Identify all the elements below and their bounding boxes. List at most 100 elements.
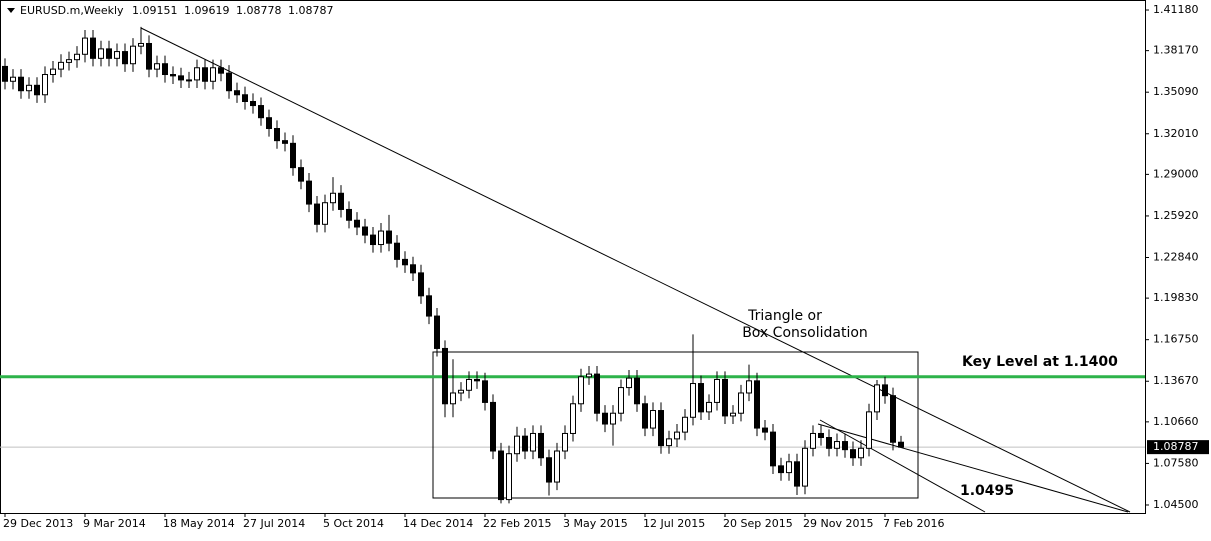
candle-body [834, 441, 840, 449]
candle-body [898, 441, 904, 448]
candle-body [418, 272, 424, 297]
candle-body [58, 61, 64, 70]
y-tick-label: 1.38170 [1153, 44, 1199, 57]
candle-body [258, 105, 264, 119]
candle-body [122, 51, 128, 65]
y-tick-label: 1.22840 [1153, 251, 1199, 264]
candle-body [82, 37, 88, 55]
y-tick-label: 1.35090 [1153, 85, 1199, 98]
candle-body [434, 315, 440, 349]
annotation: Triangle or [747, 308, 822, 324]
collapse-icon [7, 8, 15, 13]
candle-body [786, 461, 792, 474]
x-tick-label: 7 Feb 2016 [883, 517, 944, 530]
candle-body [458, 389, 464, 394]
candle-body [114, 51, 120, 59]
candle-body [2, 65, 8, 82]
candle-body [378, 230, 384, 246]
header-close: 1.08787 [288, 4, 334, 17]
x-tick-label: 29 Dec 2013 [3, 517, 73, 530]
x-tick-label: 29 Nov 2015 [803, 517, 873, 530]
candle-body [866, 411, 872, 449]
annotation: 1.0495 [960, 483, 1014, 499]
candle-body [626, 377, 632, 389]
candle-body [530, 432, 536, 452]
candle-body [162, 63, 168, 76]
x-tick-label: 14 Dec 2014 [403, 517, 473, 530]
candle-body [690, 383, 696, 418]
candle-body [594, 373, 600, 414]
candle-body [362, 226, 368, 236]
candle-body [722, 378, 728, 417]
candle-body [138, 42, 144, 47]
annotation: Key Level at 1.1400 [962, 354, 1118, 370]
x-tick-label: 3 May 2015 [563, 517, 628, 530]
candle-body [650, 410, 656, 429]
candle-body [562, 432, 568, 452]
candle-body [90, 37, 96, 59]
candle-body [890, 395, 896, 443]
candle-body [754, 380, 760, 429]
y-tick-label: 1.19830 [1153, 291, 1199, 304]
candle-body [130, 45, 136, 65]
candle-body [506, 453, 512, 501]
candle-body [682, 416, 688, 433]
candle-body [802, 447, 808, 487]
candle-body [170, 74, 176, 77]
candle-body [346, 208, 352, 221]
candle-body [34, 84, 40, 96]
candle-body [794, 461, 800, 487]
candle-body [146, 42, 152, 70]
y-tick-label: 1.07580 [1153, 456, 1199, 469]
candle-body [370, 234, 376, 246]
y-tick-label: 1.13670 [1153, 374, 1199, 387]
candle-body [706, 401, 712, 413]
y-tick-label: 1.25920 [1153, 209, 1199, 222]
candle-body [10, 76, 16, 82]
candle-body [610, 412, 616, 425]
candle-body [850, 449, 856, 459]
candle-body [522, 435, 528, 452]
candle-body [666, 438, 672, 447]
candle-body [602, 412, 608, 425]
header-low: 1.08778 [236, 4, 282, 17]
candle-body [546, 457, 552, 483]
candle-body [474, 378, 480, 382]
candle-body [842, 441, 848, 451]
y-tick-label: 1.16750 [1153, 333, 1199, 346]
annotation: Box Consolidation [742, 325, 868, 341]
candle-body [746, 380, 752, 394]
candle-body [74, 53, 80, 61]
candle-body [178, 75, 184, 81]
candle-body [618, 387, 624, 414]
candle-body [818, 432, 824, 439]
candle-body [106, 48, 112, 59]
price-tag [1147, 440, 1209, 455]
candle-body [50, 68, 56, 76]
candle-body [810, 432, 816, 449]
x-tick-label: 20 Sep 2015 [723, 517, 793, 530]
header-open: 1.09151 [132, 4, 178, 17]
candle-body [858, 447, 864, 459]
x-tick-label: 18 May 2014 [163, 517, 235, 530]
candle-body [330, 192, 336, 204]
candle-body [226, 72, 232, 92]
candle-body [42, 74, 48, 96]
candle-body [154, 63, 160, 70]
candle-body [578, 376, 584, 405]
candle-body [402, 258, 408, 266]
candle-body [738, 392, 744, 414]
header-high: 1.09619 [184, 4, 230, 17]
x-tick-label: 5 Oct 2014 [323, 517, 384, 530]
candle-body [426, 295, 432, 317]
candle-body [730, 412, 736, 417]
y-tick-label: 1.10660 [1153, 415, 1199, 428]
candle-body [586, 373, 592, 378]
candle-body [186, 79, 192, 82]
candle-body [698, 383, 704, 413]
candle-body [442, 347, 448, 405]
candle-body [202, 67, 208, 82]
symbol: EURUSD.m,Weekly [20, 4, 124, 17]
candle-body [234, 90, 240, 96]
